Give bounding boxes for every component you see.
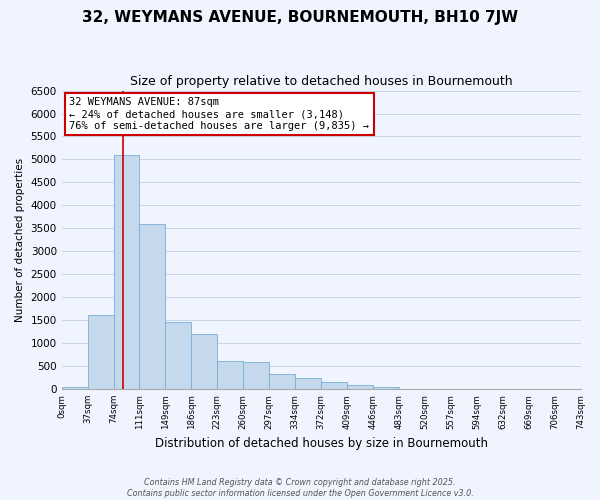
Bar — [62, 386, 88, 389]
Y-axis label: Number of detached properties: Number of detached properties — [15, 158, 25, 322]
Bar — [321, 382, 347, 389]
Bar — [166, 322, 191, 389]
Bar — [373, 386, 399, 389]
Bar — [217, 362, 243, 389]
Bar — [88, 316, 113, 389]
Bar — [347, 386, 373, 389]
Bar — [139, 224, 166, 389]
Text: 32, WEYMANS AVENUE, BOURNEMOUTH, BH10 7JW: 32, WEYMANS AVENUE, BOURNEMOUTH, BH10 7J… — [82, 10, 518, 25]
Bar — [113, 155, 139, 389]
Bar — [295, 378, 321, 389]
Text: Contains HM Land Registry data © Crown copyright and database right 2025.
Contai: Contains HM Land Registry data © Crown c… — [127, 478, 473, 498]
X-axis label: Distribution of detached houses by size in Bournemouth: Distribution of detached houses by size … — [155, 437, 488, 450]
Bar — [269, 374, 295, 389]
Title: Size of property relative to detached houses in Bournemouth: Size of property relative to detached ho… — [130, 75, 512, 88]
Text: 32 WEYMANS AVENUE: 87sqm
← 24% of detached houses are smaller (3,148)
76% of sem: 32 WEYMANS AVENUE: 87sqm ← 24% of detach… — [70, 98, 370, 130]
Bar — [191, 334, 217, 389]
Bar — [243, 362, 269, 389]
